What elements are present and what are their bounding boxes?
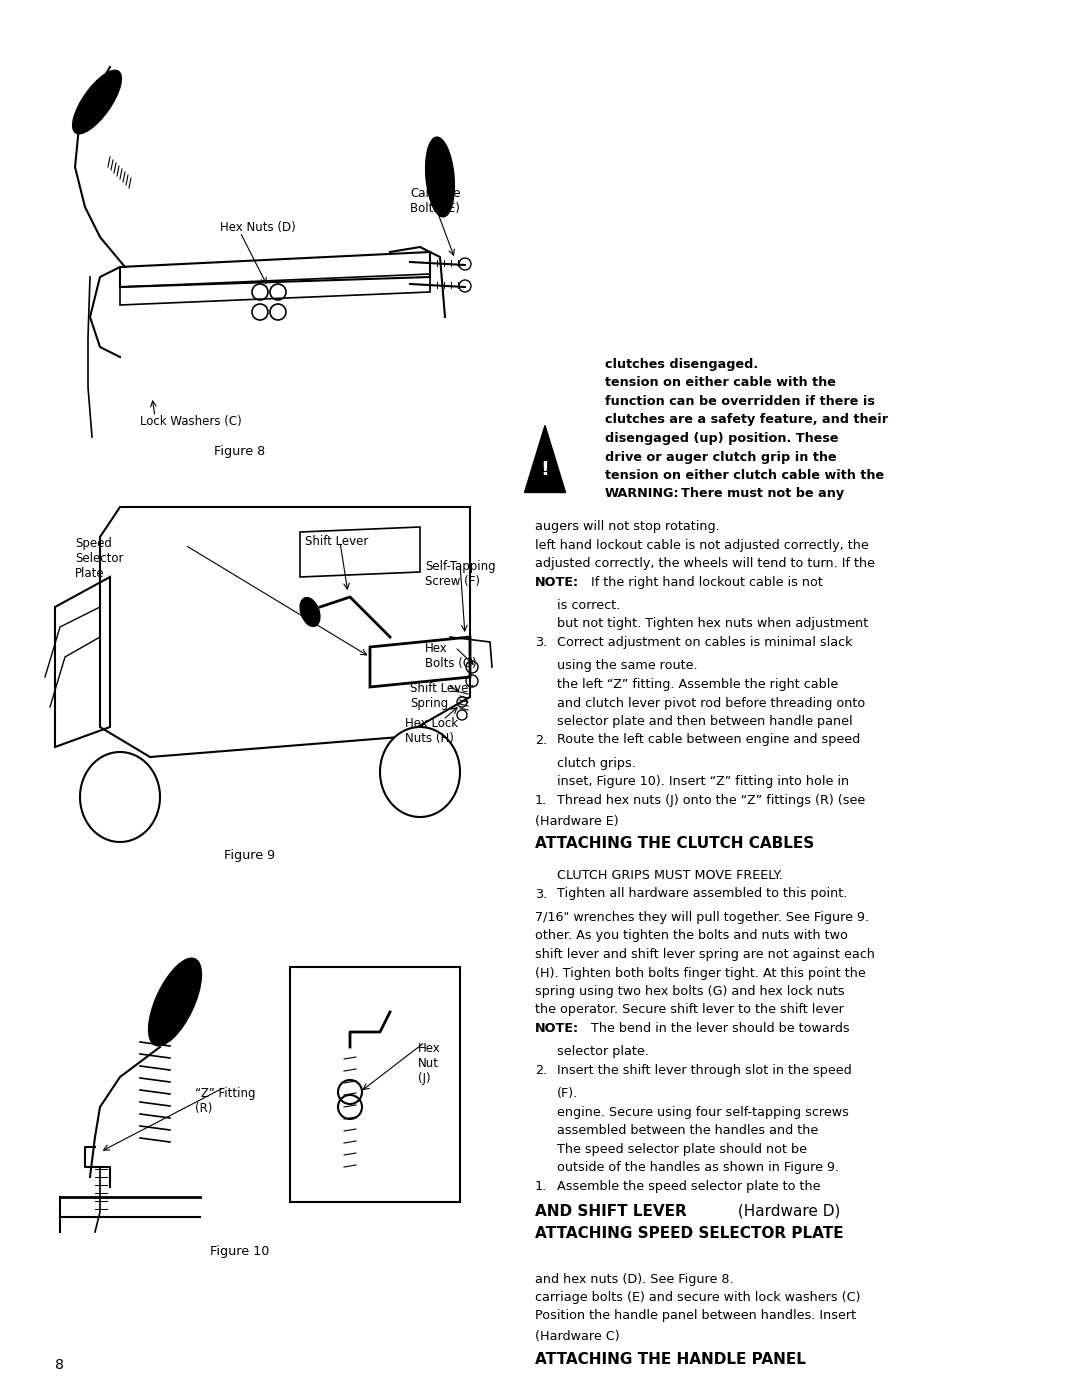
Text: “Z” Fitting
(R): “Z” Fitting (R) (195, 1087, 256, 1115)
Text: inset, Figure 10). Insert “Z” fitting into hole in: inset, Figure 10). Insert “Z” fitting in… (557, 775, 849, 788)
Text: adjusted correctly, the wheels will tend to turn. If the: adjusted correctly, the wheels will tend… (535, 557, 875, 570)
Text: the left “Z” fitting. Assemble the right cable: the left “Z” fitting. Assemble the right… (557, 678, 838, 692)
Text: disengaged (up) position. These: disengaged (up) position. These (605, 432, 838, 446)
Text: shift lever and shift lever spring are not against each: shift lever and shift lever spring are n… (535, 949, 875, 961)
Text: the operator. Secure shift lever to the shift lever: the operator. Secure shift lever to the … (535, 1003, 843, 1017)
Text: tension on either clutch cable with the: tension on either clutch cable with the (605, 469, 885, 482)
Text: Self-Tapping
Screw (F): Self-Tapping Screw (F) (426, 560, 496, 588)
Text: Assemble the speed selector plate to the: Assemble the speed selector plate to the (557, 1180, 821, 1193)
Ellipse shape (380, 726, 460, 817)
Text: The bend in the lever should be towards: The bend in the lever should be towards (588, 1023, 850, 1035)
Text: Carriage
Bolts (E): Carriage Bolts (E) (410, 187, 461, 215)
Text: ATTACHING SPEED SELECTOR PLATE: ATTACHING SPEED SELECTOR PLATE (535, 1227, 843, 1241)
Text: (Hardware C): (Hardware C) (535, 1330, 620, 1343)
Text: but not tight. Tighten hex nuts when adjustment: but not tight. Tighten hex nuts when adj… (557, 617, 868, 630)
Text: (Hardware E): (Hardware E) (535, 814, 619, 827)
Ellipse shape (80, 752, 160, 842)
Text: clutch grips.: clutch grips. (557, 757, 636, 770)
Text: !: ! (541, 460, 550, 479)
Text: 8: 8 (55, 1358, 64, 1372)
Text: Hex Nuts (D): Hex Nuts (D) (220, 221, 296, 233)
Text: Speed
Selector
Plate: Speed Selector Plate (75, 536, 123, 580)
Text: augers will not stop rotating.: augers will not stop rotating. (535, 520, 719, 534)
Text: Route the left cable between engine and speed: Route the left cable between engine and … (557, 733, 861, 746)
Text: and clutch lever pivot rod before threading onto: and clutch lever pivot rod before thread… (557, 697, 865, 710)
Text: using the same route.: using the same route. (557, 659, 698, 672)
Ellipse shape (300, 598, 320, 626)
Text: 1.: 1. (535, 793, 548, 807)
Ellipse shape (72, 70, 121, 134)
Text: selector plate and then between handle panel: selector plate and then between handle p… (557, 715, 852, 728)
Text: (Hardware D): (Hardware D) (733, 1204, 840, 1220)
Text: and hex nuts (D). See Figure 8.: and hex nuts (D). See Figure 8. (535, 1273, 733, 1285)
Text: is correct.: is correct. (557, 599, 620, 612)
Text: Correct adjustment on cables is minimal slack: Correct adjustment on cables is minimal … (557, 636, 852, 650)
Text: (F).: (F). (557, 1087, 578, 1101)
Text: Lock Washers (C): Lock Washers (C) (140, 415, 242, 429)
Ellipse shape (149, 958, 202, 1046)
Text: Shift Lever
Spring: Shift Lever Spring (410, 682, 473, 710)
Text: left hand lockout cable is not adjusted correctly, the: left hand lockout cable is not adjusted … (535, 538, 868, 552)
Text: 1.: 1. (535, 1180, 548, 1193)
Text: ATTACHING THE CLUTCH CABLES: ATTACHING THE CLUTCH CABLES (535, 837, 814, 852)
Text: 3.: 3. (535, 887, 548, 901)
Text: other. As you tighten the bolts and nuts with two: other. As you tighten the bolts and nuts… (535, 929, 848, 943)
Text: Hex
Bolts (G): Hex Bolts (G) (426, 643, 476, 671)
Text: Shift Lever: Shift Lever (305, 535, 368, 548)
Text: ATTACHING THE HANDLE PANEL: ATTACHING THE HANDLE PANEL (535, 1352, 806, 1368)
Ellipse shape (426, 137, 455, 217)
Text: Hex
Nut
(J): Hex Nut (J) (418, 1042, 441, 1085)
Text: CLUTCH GRIPS MUST MOVE FREELY.: CLUTCH GRIPS MUST MOVE FREELY. (557, 869, 783, 882)
Text: clutches are a safety feature, and their: clutches are a safety feature, and their (605, 414, 888, 426)
Text: carriage bolts (E) and secure with lock washers (C): carriage bolts (E) and secure with lock … (535, 1291, 861, 1303)
Text: Tighten all hardware assembled to this point.: Tighten all hardware assembled to this p… (557, 887, 848, 901)
Text: selector plate.: selector plate. (557, 1045, 649, 1059)
Text: Thread hex nuts (J) onto the “Z” fittings (R) (see: Thread hex nuts (J) onto the “Z” fitting… (557, 793, 865, 807)
Text: Figure 9: Figure 9 (225, 849, 275, 862)
Text: The speed selector plate should not be: The speed selector plate should not be (557, 1143, 807, 1155)
Text: assembled between the handles and the: assembled between the handles and the (557, 1125, 819, 1137)
Text: clutches disengaged.: clutches disengaged. (605, 358, 758, 372)
Text: NOTE:: NOTE: (535, 576, 579, 588)
Text: tension on either cable with the: tension on either cable with the (605, 377, 836, 390)
Text: NOTE:: NOTE: (535, 1023, 579, 1035)
Text: function can be overridden if there is: function can be overridden if there is (605, 395, 875, 408)
Text: (H). Tighten both bolts finger tight. At this point the: (H). Tighten both bolts finger tight. At… (535, 967, 866, 979)
Text: engine. Secure using four self-tapping screws: engine. Secure using four self-tapping s… (557, 1106, 849, 1119)
Text: 2.: 2. (535, 733, 548, 746)
Text: Hex Lock
Nuts (H): Hex Lock Nuts (H) (405, 717, 458, 745)
Text: Figure 10: Figure 10 (211, 1245, 270, 1259)
Text: AND SHIFT LEVER: AND SHIFT LEVER (535, 1204, 687, 1220)
Text: If the right hand lockout cable is not: If the right hand lockout cable is not (588, 576, 823, 588)
Text: outside of the handles as shown in Figure 9.: outside of the handles as shown in Figur… (557, 1161, 839, 1175)
Text: Position the handle panel between handles. Insert: Position the handle panel between handle… (535, 1309, 856, 1323)
Text: 7/16" wrenches they will pull together. See Figure 9.: 7/16" wrenches they will pull together. … (535, 911, 869, 923)
Text: 2.: 2. (535, 1065, 548, 1077)
Text: 3.: 3. (535, 636, 548, 650)
Text: WARNING:: WARNING: (605, 488, 679, 500)
Text: Insert the shift lever through slot in the speed: Insert the shift lever through slot in t… (557, 1065, 852, 1077)
Text: Figure 8: Figure 8 (214, 446, 266, 458)
Text: There must not be any: There must not be any (681, 488, 845, 500)
Polygon shape (525, 426, 566, 493)
Text: drive or auger clutch grip in the: drive or auger clutch grip in the (605, 450, 837, 464)
Text: spring using two hex bolts (G) and hex lock nuts: spring using two hex bolts (G) and hex l… (535, 985, 845, 997)
